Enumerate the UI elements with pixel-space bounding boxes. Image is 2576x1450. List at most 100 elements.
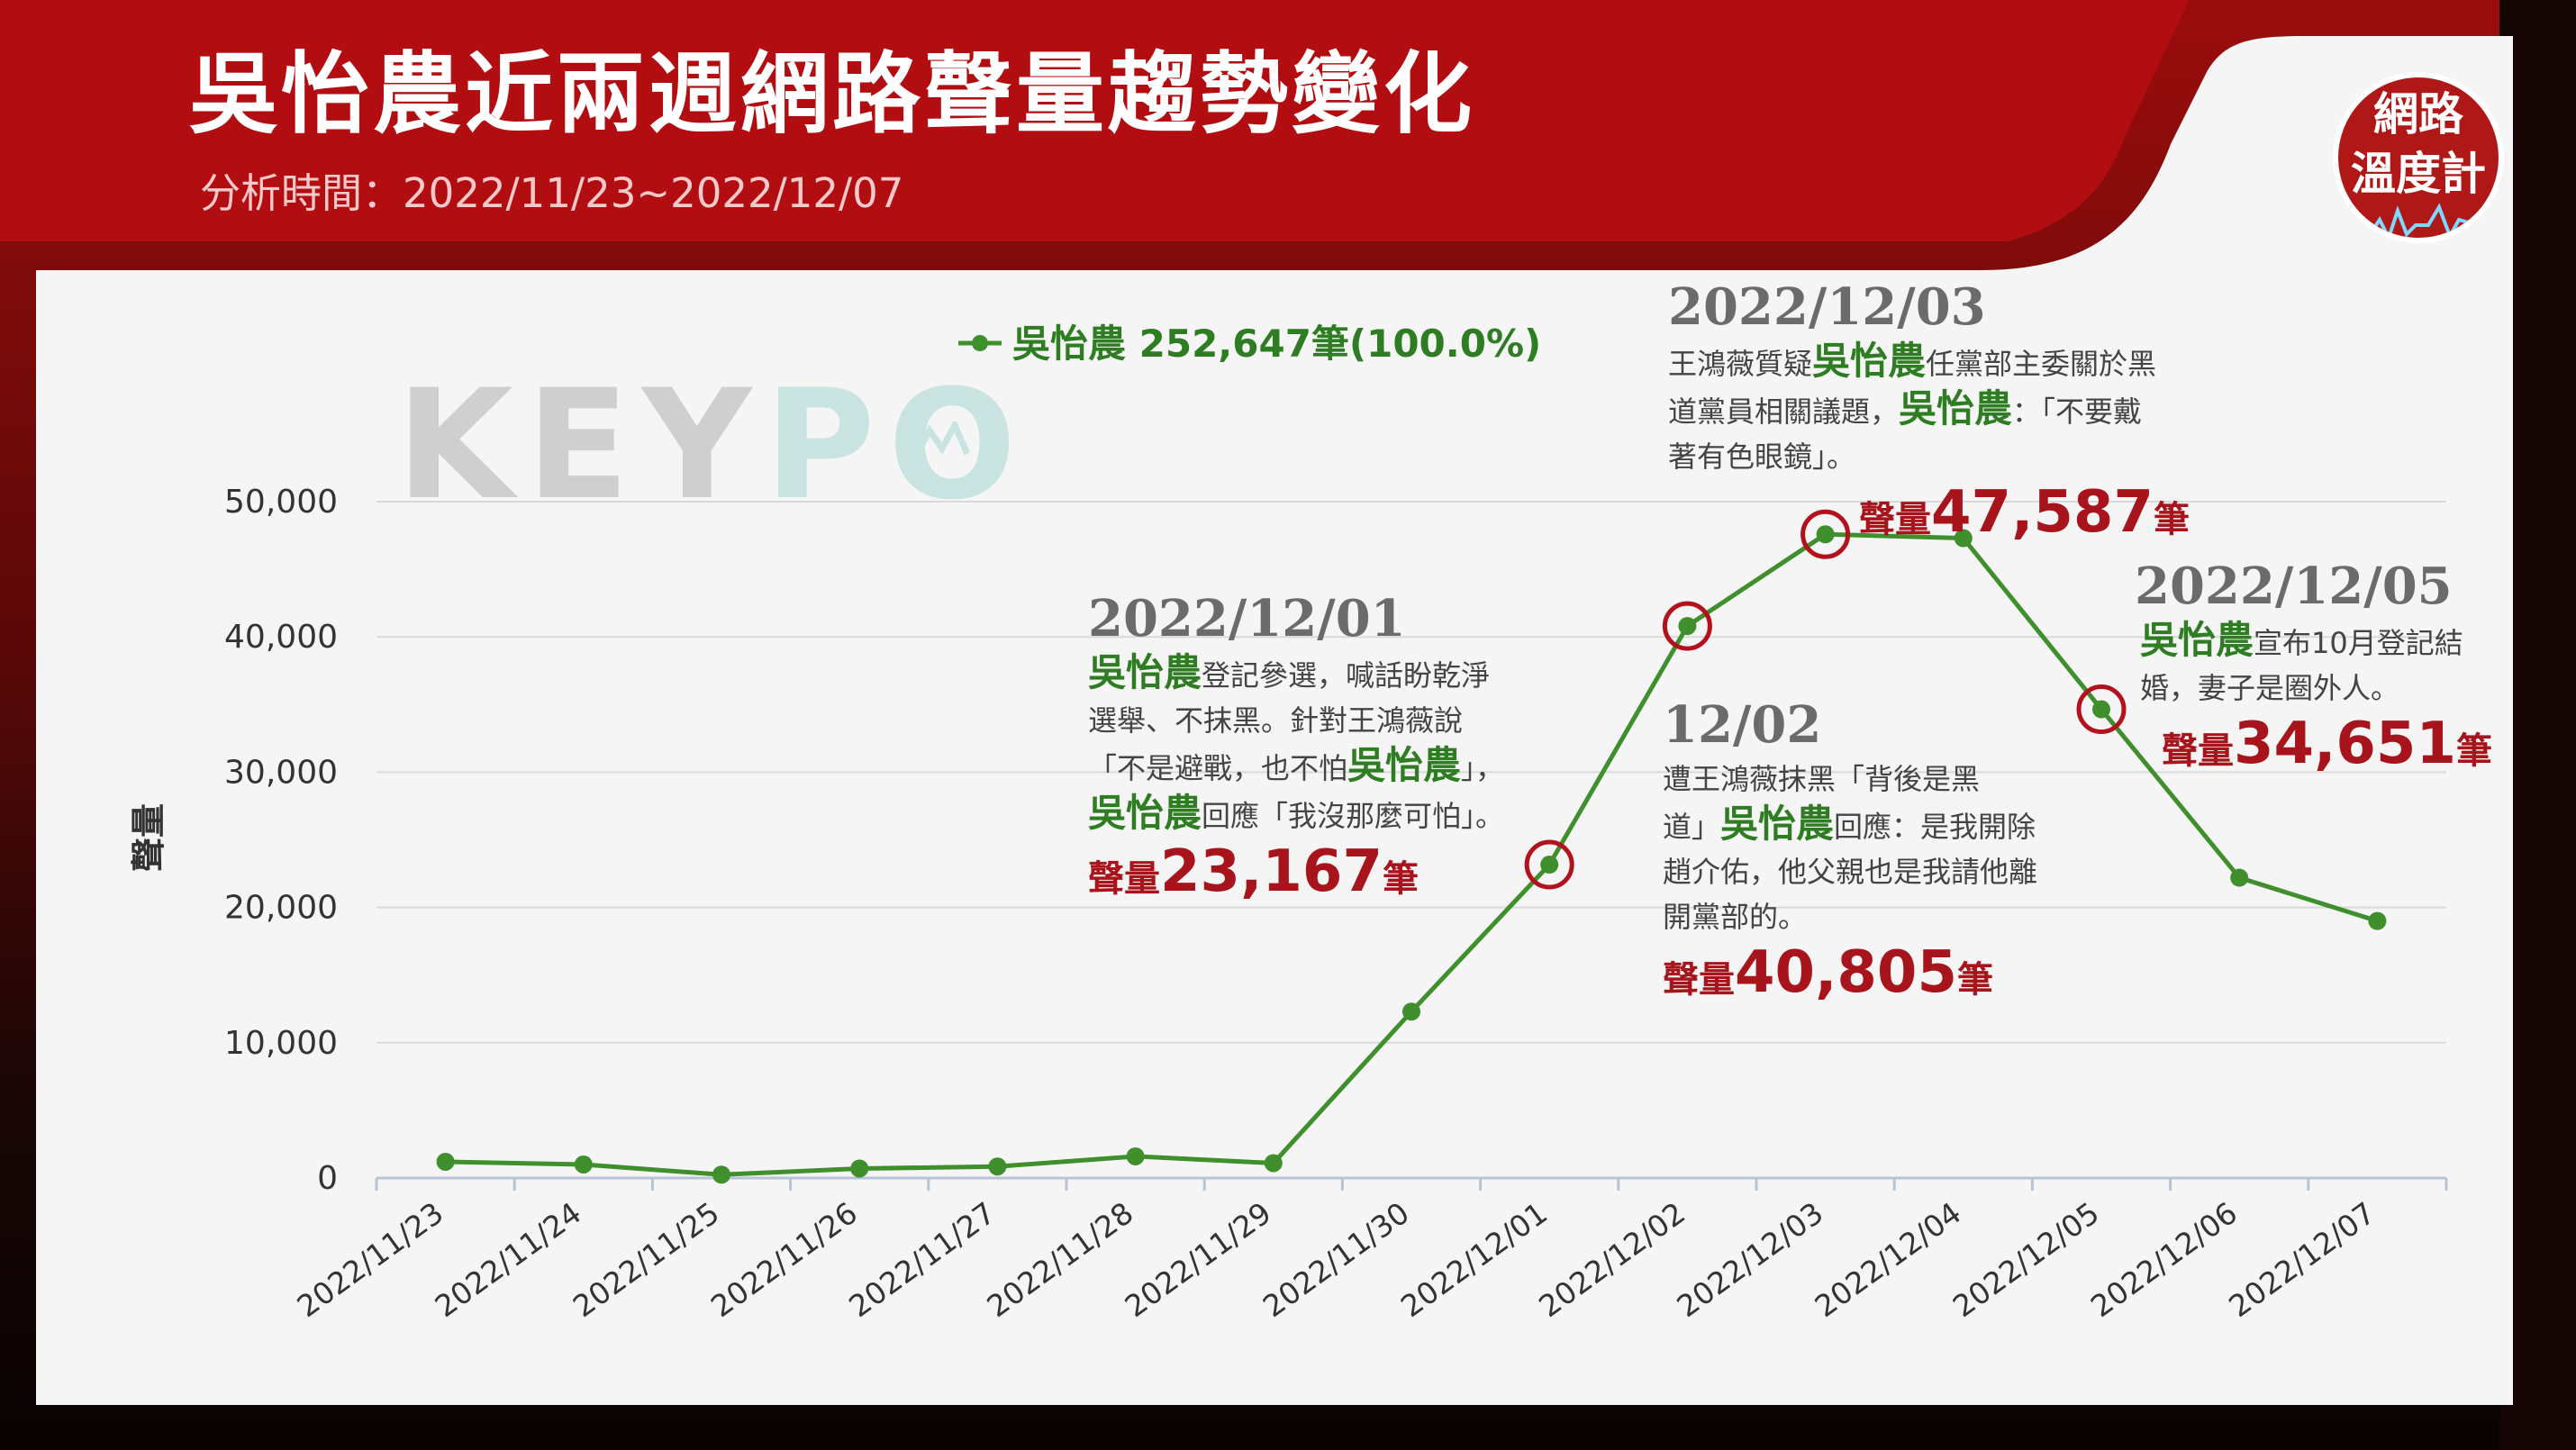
x-tick-label: 2022/12/01: [1394, 1195, 1554, 1324]
annotation-volume: 聲量40,805筆: [1663, 939, 2037, 1013]
x-tick-label: 2022/11/25: [567, 1195, 726, 1324]
x-tick-label: 2022/12/03: [1671, 1195, 1830, 1324]
annotation-date: 2022/12/03: [1668, 277, 1986, 337]
badge-line2: 溫度計: [2351, 148, 2486, 200]
annotation-1203: 2022/12/03 王鴻薇質疑吳怡農任黨部主委關於黑 道黨員相關議題，吳怡農：…: [1668, 276, 2190, 553]
annotation-text: 著有色眼鏡」。: [1668, 440, 1856, 474]
volume-number: 23,167: [1160, 838, 1383, 905]
annotation-line: 吳怡農登記參選，喊話盼乾淨: [1088, 650, 1504, 698]
y-tick-label: 20,000: [224, 890, 338, 927]
data-point: [2368, 911, 2387, 930]
annotation-date: 2022/12/01: [1088, 589, 1406, 648]
x-axis: [375, 1176, 2448, 1191]
data-point: [574, 1155, 593, 1174]
annotation-keyword: 吳怡農: [1347, 743, 1462, 787]
x-tick-label: 2022/11/30: [1256, 1195, 1416, 1324]
annotation-line: 王鴻薇質疑吳怡農任黨部主委關於黑: [1668, 339, 2190, 386]
data-point: [1126, 1146, 1145, 1165]
annotation-keyword: 吳怡農: [1088, 650, 1202, 694]
annotation-text: 遭王鴻薇抹黑「背後是黑: [1663, 762, 1981, 796]
annotation-text: 開黨部的。: [1663, 900, 1808, 934]
y-tick-label: 10,000: [224, 1025, 338, 1062]
annotation-line: 「不是避戰，也不怕吳怡農」，: [1088, 743, 1504, 791]
annotation-line: 婚，妻子是圈外人。: [2135, 666, 2492, 711]
volume-unit: 筆: [1382, 858, 1419, 900]
annotation-volume: 聲量34,651筆: [2135, 711, 2492, 784]
content-card: [36, 36, 2513, 1405]
pulse-icon: [2356, 202, 2491, 238]
annotation-keyword: 吳怡農: [1812, 339, 1927, 383]
annotation-text: ：「不要戴: [2012, 394, 2143, 429]
annotation-text: 「不是避戰，也不怕: [1088, 751, 1348, 785]
y-tick-label: 50,000: [224, 484, 338, 521]
annotation-text: 婚，妻子是圈外人。: [2140, 671, 2400, 705]
highlight-circles: [1524, 509, 2127, 890]
annotation-text: 回應：是我開除: [1834, 810, 2036, 844]
annotation-keyword: 吳怡農: [2140, 618, 2254, 662]
badge-line1: 網路: [2373, 88, 2463, 140]
data-point: [850, 1159, 869, 1178]
annotation-keyword: 吳怡農: [1899, 386, 2013, 430]
annotation-line: 遭王鴻薇抹黑「背後是黑: [1663, 757, 2037, 802]
highlight-circle: [1662, 601, 1712, 651]
brand-badge: 網路 溫度計: [2333, 72, 2504, 243]
data-point: [988, 1157, 1007, 1176]
page-title: 吳怡農近兩週網路聲量趨勢變化: [189, 43, 1476, 146]
annotation-line: 選舉、不抹黑。針對王鴻薇說: [1088, 698, 1504, 743]
annotation-date: 2022/12/05: [2135, 557, 2453, 616]
annotation-text: 趙介佑，他父親也是我請他離: [1663, 855, 2038, 889]
annotation-date: 12/02: [1663, 695, 1822, 755]
x-tick-label: 2022/12/05: [1946, 1195, 2106, 1324]
data-point: [712, 1165, 730, 1184]
y-tick-label: 30,000: [224, 754, 338, 791]
volume-number: 40,805: [1735, 939, 1957, 1006]
annotation-text: 登記參選，喊話盼乾淨: [1202, 658, 1491, 693]
legend-label: 吳怡農 252,647筆(100.0%): [1012, 322, 1541, 366]
x-tick-label: 2022/11/28: [981, 1195, 1140, 1324]
gridlines: [376, 501, 2446, 1044]
watermark-key: KEY: [396, 357, 765, 533]
highlight-circle: [1524, 839, 1574, 890]
annotation-text: 」，: [1461, 751, 1505, 785]
annotation-text: 回應「我沒那麼可怕」。: [1202, 799, 1505, 833]
annotation-keyword: 吳怡農: [1088, 791, 1202, 835]
header-band: [0, 0, 2189, 241]
data-point: [2092, 700, 2110, 719]
annotation-line: 吳怡農宣布10月登記結: [2135, 618, 2492, 666]
annotation-text: 選舉、不抹黑。針對王鴻薇說: [1088, 703, 1464, 738]
annotation-1205: 2022/12/05 吳怡農宣布10月登記結 婚，妻子是圈外人。 聲量34,65…: [2135, 555, 2492, 784]
annotation-text: 王鴻薇質疑: [1668, 347, 1813, 381]
volume-label: 聲量: [1088, 858, 1160, 900]
volume-number: 47,587: [1931, 479, 2154, 546]
volume-unit: 筆: [1956, 959, 1993, 1001]
volume-unit: 筆: [2153, 499, 2190, 540]
y-tick-label: 40,000: [224, 619, 338, 656]
annotation-line: 道黨員相關議題，吳怡農：「不要戴: [1668, 386, 2190, 434]
highlight-circle: [2076, 684, 2127, 735]
annotation-keyword: 吳怡農: [1720, 802, 1835, 846]
x-axis-ticks: 2022/11/232022/11/242022/11/252022/11/26…: [291, 1195, 2382, 1324]
x-tick-label: 2022/12/07: [2222, 1195, 2381, 1324]
annotation-1201: 2022/12/01 吳怡農登記參選，喊話盼乾淨 選舉、不抹黑。針對王鴻薇說 「…: [1088, 587, 1504, 912]
legend: 吳怡農 252,647筆(100.0%): [958, 322, 1541, 366]
annotation-line: 開黨部的。: [1663, 894, 2037, 939]
highlight-circle: [1800, 509, 1851, 559]
data-point: [1816, 525, 1835, 544]
x-tick-label: 2022/11/23: [291, 1195, 450, 1324]
annotation-text: 宣布10月登記結: [2254, 626, 2463, 660]
data-point: [1264, 1154, 1283, 1173]
y-axis-label: 聲量: [129, 803, 168, 872]
volume-number: 34,651: [2234, 711, 2456, 777]
volume-unit: 筆: [2455, 730, 2492, 772]
x-tick-label: 2022/12/06: [2084, 1195, 2244, 1324]
annotation-volume: 聲量23,167筆: [1088, 838, 1504, 912]
legend-marker-icon: [972, 335, 988, 351]
annotation-1202: 12/02 遭王鴻薇抹黑「背後是黑 道」吳怡農回應：是我開除 趙介佑，他父親也是…: [1663, 693, 2037, 1013]
annotation-line: 趙介佑，他父親也是我請他離: [1663, 849, 2037, 894]
annotation-line: 著有色眼鏡」。: [1668, 434, 2190, 479]
x-tick-label: 2022/11/27: [842, 1195, 1002, 1324]
analysis-period: 分析時間：2022/11/23~2022/12/07: [200, 169, 904, 217]
annotation-line: 道」吳怡農回應：是我開除: [1663, 802, 2037, 849]
